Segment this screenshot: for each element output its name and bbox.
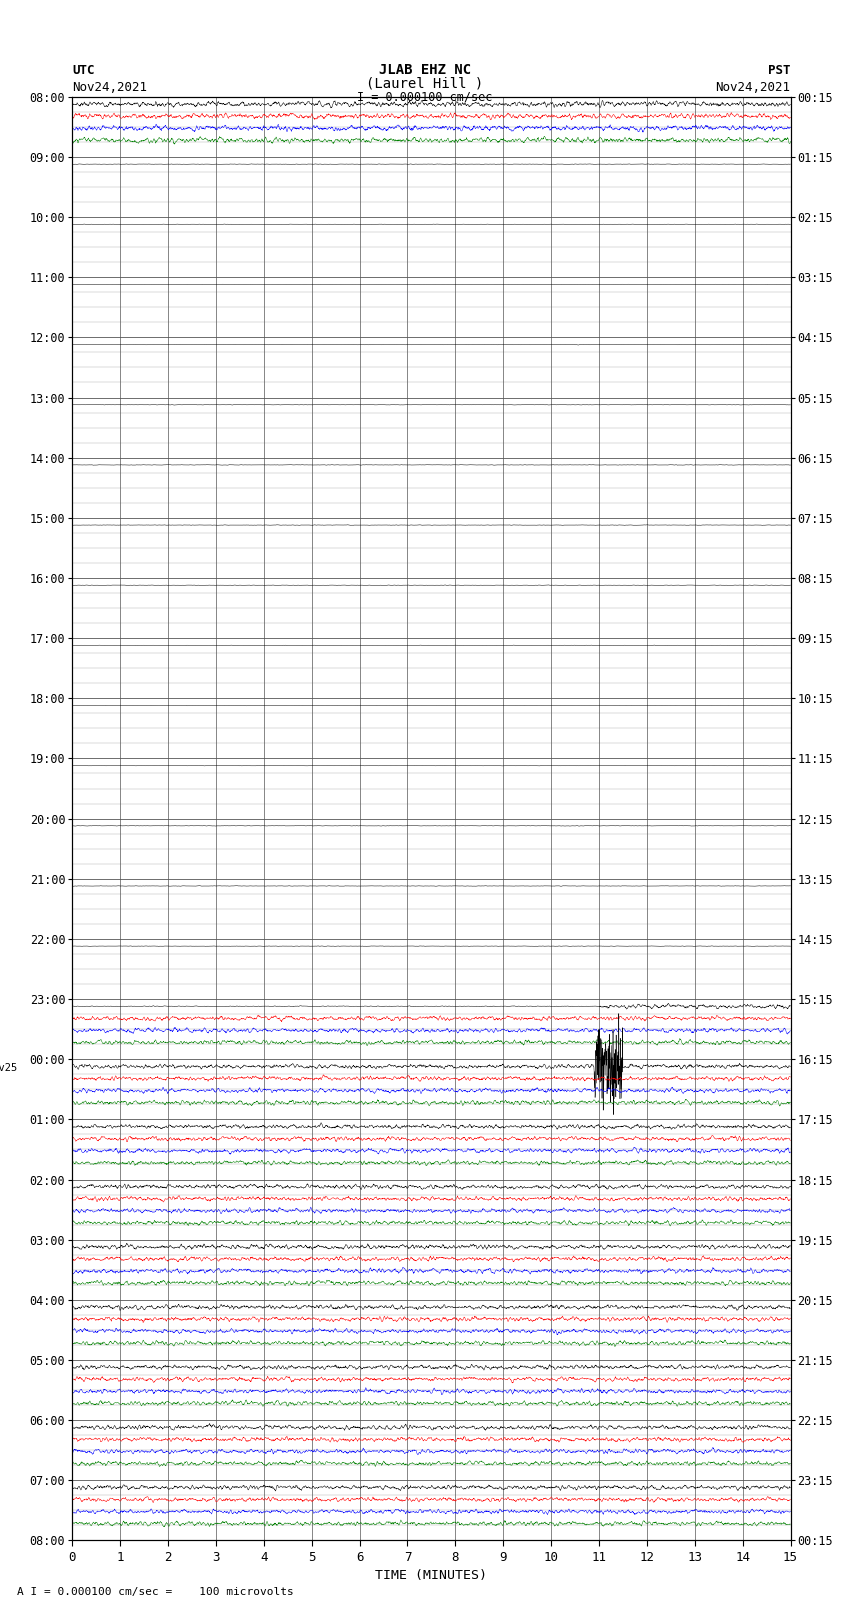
Text: PST: PST [768,65,790,77]
Text: I = 0.000100 cm/sec: I = 0.000100 cm/sec [357,90,493,103]
Text: Nov24,2021: Nov24,2021 [72,81,147,94]
Text: Nov24,2021: Nov24,2021 [716,81,790,94]
Text: JLAB EHZ NC: JLAB EHZ NC [379,63,471,77]
X-axis label: TIME (MINUTES): TIME (MINUTES) [376,1569,487,1582]
Text: (Laurel Hill ): (Laurel Hill ) [366,76,484,90]
Text: Nov25: Nov25 [0,1063,17,1073]
Text: UTC: UTC [72,65,94,77]
Text: A I = 0.000100 cm/sec =    100 microvolts: A I = 0.000100 cm/sec = 100 microvolts [17,1587,294,1597]
